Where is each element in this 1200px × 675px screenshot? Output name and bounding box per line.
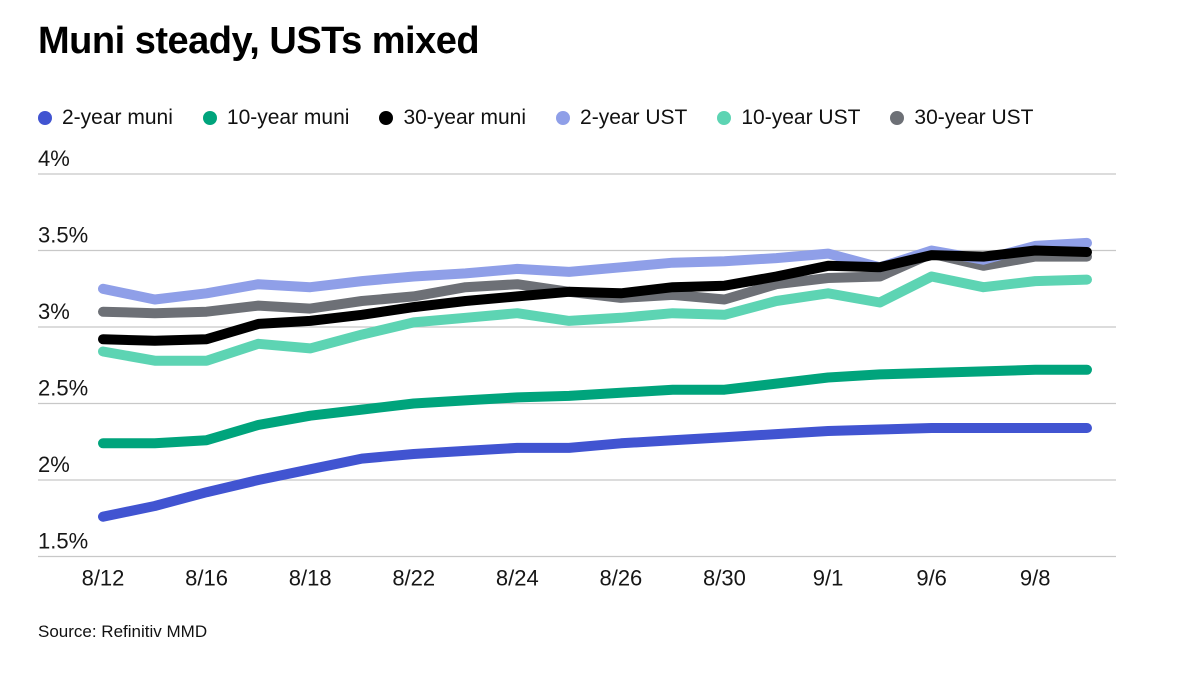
- y-axis-label: 1.5%: [38, 529, 88, 554]
- chart-legend: 2-year muni 10-year muni 30-year muni 2-yea…: [38, 106, 1033, 130]
- y-axis-label: 4%: [38, 146, 70, 171]
- legend-item-2-year-ust: 2-year UST: [556, 106, 687, 130]
- x-axis-label: 8/12: [82, 566, 125, 591]
- series-line-2-year-muni: [98, 423, 1092, 522]
- legend-dot-icon: [717, 111, 732, 125]
- series-line-10-year-muni: [98, 364, 1092, 449]
- legend-item-label: 30-year UST: [914, 106, 1034, 129]
- x-axis-label: 8/16: [185, 566, 228, 591]
- legend-dot-icon: [202, 111, 217, 125]
- x-axis-label: 8/30: [703, 566, 746, 591]
- x-axis-label: 8/18: [289, 566, 332, 591]
- legend-item-label: 2-year UST: [580, 106, 688, 129]
- series-line-10-year-ust: [98, 271, 1092, 366]
- x-axis-label: 9/8: [1020, 566, 1051, 591]
- x-axis-label: 8/24: [496, 566, 539, 591]
- page-title: Muni steady, USTs mixed: [38, 20, 480, 62]
- legend-item-2-year-muni: 2-year muni: [38, 106, 173, 130]
- legend-dot-icon: [379, 111, 394, 125]
- x-axis-label: 8/22: [392, 566, 435, 591]
- legend-item-label: 2-year muni: [62, 106, 173, 129]
- y-axis-label: 3.5%: [38, 223, 88, 248]
- x-axis-label: 8/26: [599, 566, 642, 591]
- legend-dot-icon: [556, 111, 571, 125]
- series-line-30-year-muni: [98, 245, 1092, 346]
- legend-item-label: 30-year muni: [403, 106, 527, 129]
- legend-dot-icon: [38, 111, 52, 125]
- legend-item-30-year-ust: 30-year UST: [890, 106, 1033, 130]
- x-axis-label: 9/6: [916, 566, 947, 591]
- legend-dot-icon: [890, 111, 905, 125]
- legend-item-10-year-ust: 10-year UST: [717, 106, 860, 130]
- x-axis-label: 9/1: [813, 566, 844, 591]
- y-axis-label: 2%: [38, 452, 70, 477]
- legend-item-30-year-muni: 30-year muni: [379, 106, 526, 130]
- source-note: Source: Refinitiv MMD: [38, 622, 208, 641]
- y-axis-label: 2.5%: [38, 376, 88, 401]
- y-axis-label: 3%: [38, 299, 70, 324]
- legend-item-label: 10-year muni: [226, 106, 350, 129]
- legend-item-10-year-muni: 10-year muni: [202, 106, 350, 130]
- legend-item-label: 10-year UST: [741, 106, 861, 129]
